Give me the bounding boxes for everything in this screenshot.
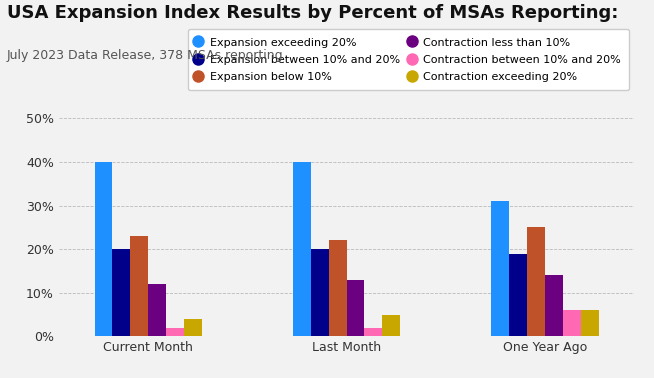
Bar (148, 284, 166, 336)
Bar (383, 314, 400, 336)
Text: July 2023 Data Release, 378 MSAs reporting: July 2023 Data Release, 378 MSAs reporti… (7, 49, 283, 62)
Legend: Expansion exceeding 20%, Expansion between 10% and 20%, Expansion below 10%, Con: Expansion exceeding 20%, Expansion betwe… (188, 29, 629, 90)
Bar (293, 162, 311, 336)
Bar (364, 328, 383, 336)
Bar (329, 240, 347, 336)
Bar (492, 201, 509, 336)
Bar (311, 249, 329, 336)
Bar (166, 328, 184, 336)
Bar (112, 249, 130, 336)
Bar (545, 275, 563, 336)
Bar (184, 319, 201, 336)
Text: USA Expansion Index Results by Percent of MSAs Reporting:: USA Expansion Index Results by Percent o… (7, 4, 618, 22)
Bar (95, 162, 112, 336)
Bar (581, 310, 598, 336)
Bar (509, 254, 527, 336)
Bar (347, 280, 364, 336)
Bar (130, 236, 148, 336)
Bar (527, 228, 545, 336)
Bar (563, 310, 581, 336)
